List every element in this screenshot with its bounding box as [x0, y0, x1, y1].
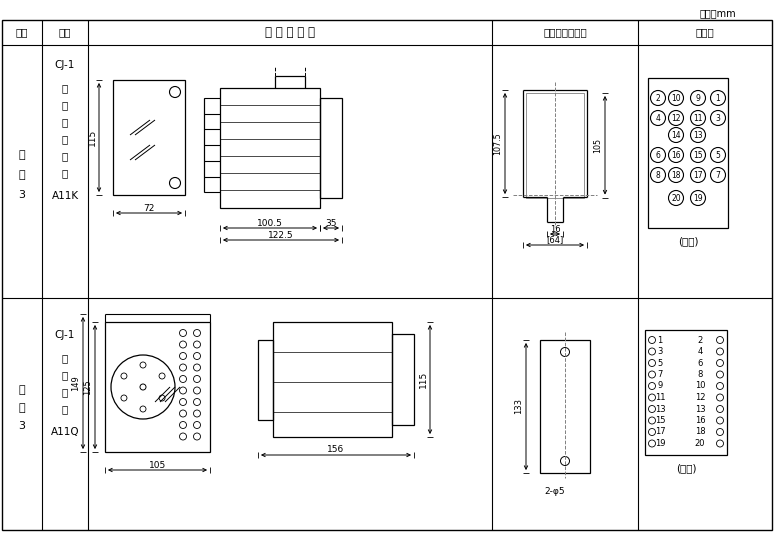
Text: 6: 6 — [697, 358, 703, 368]
Text: 72: 72 — [143, 203, 155, 212]
Text: 前: 前 — [62, 370, 68, 380]
Text: 18: 18 — [671, 171, 681, 180]
Text: 2: 2 — [656, 94, 660, 103]
Bar — [645, 330, 727, 455]
Text: 9: 9 — [657, 381, 663, 391]
Text: 15: 15 — [655, 416, 665, 425]
Bar — [540, 340, 590, 473]
Text: 板: 板 — [62, 353, 68, 363]
Text: 12: 12 — [671, 113, 681, 123]
Text: 7: 7 — [715, 171, 721, 180]
Text: 附: 附 — [19, 385, 26, 395]
Bar — [113, 80, 185, 195]
Text: 3: 3 — [657, 347, 663, 356]
Bar — [258, 340, 273, 420]
Text: 1: 1 — [716, 94, 721, 103]
Text: 18: 18 — [695, 427, 705, 437]
Bar — [273, 322, 392, 437]
Text: 1: 1 — [657, 335, 663, 345]
Text: 端子图: 端子图 — [696, 27, 714, 37]
Text: A11Q: A11Q — [50, 427, 79, 437]
Text: 7: 7 — [657, 370, 663, 379]
Text: 115: 115 — [419, 371, 427, 388]
Text: 图: 图 — [19, 403, 26, 413]
Text: 线: 线 — [62, 404, 68, 414]
Text: 8: 8 — [656, 171, 660, 180]
Bar — [392, 334, 414, 425]
Text: 2-φ5: 2-φ5 — [545, 486, 565, 495]
Text: 接: 接 — [62, 387, 68, 397]
Text: 20: 20 — [695, 439, 705, 448]
Text: 20: 20 — [671, 194, 681, 203]
Text: 11: 11 — [694, 113, 703, 123]
Text: 附: 附 — [19, 150, 26, 160]
Text: A11K: A11K — [51, 191, 79, 201]
Text: 3: 3 — [19, 190, 26, 200]
Text: 10: 10 — [671, 94, 681, 103]
Text: 35: 35 — [325, 218, 337, 227]
Text: 3: 3 — [715, 113, 721, 123]
Text: 13: 13 — [695, 404, 705, 414]
Text: 5: 5 — [715, 150, 721, 159]
Text: 133: 133 — [515, 399, 523, 415]
Bar — [526, 93, 584, 197]
Text: (背视): (背视) — [678, 236, 698, 246]
Text: 4: 4 — [697, 347, 703, 356]
Text: 3: 3 — [19, 421, 26, 431]
Text: (前视): (前视) — [676, 463, 697, 473]
Text: 100.5: 100.5 — [257, 218, 283, 227]
Text: 单位：mm: 单位：mm — [700, 8, 737, 18]
Text: 13: 13 — [655, 404, 666, 414]
Text: 10: 10 — [695, 381, 705, 391]
Text: 115: 115 — [87, 129, 97, 146]
Text: 17: 17 — [655, 427, 666, 437]
Text: 16: 16 — [695, 416, 705, 425]
Text: 16: 16 — [671, 150, 681, 159]
Text: 14: 14 — [671, 131, 681, 140]
Text: 外 形 尺 寸 图: 外 形 尺 寸 图 — [265, 26, 315, 39]
Text: 149: 149 — [71, 375, 80, 391]
Text: 图号: 图号 — [15, 27, 28, 37]
Text: 9: 9 — [696, 94, 700, 103]
Bar — [648, 78, 728, 228]
Text: 105: 105 — [594, 137, 602, 153]
Text: 13: 13 — [694, 131, 703, 140]
Text: 图: 图 — [19, 170, 26, 180]
Text: 19: 19 — [655, 439, 665, 448]
Text: 4: 4 — [656, 113, 660, 123]
Bar — [220, 88, 320, 208]
Text: 11: 11 — [655, 393, 665, 402]
Text: 17: 17 — [694, 171, 703, 180]
Text: 后: 后 — [62, 134, 68, 144]
Text: 线: 线 — [62, 168, 68, 178]
Text: CJ-1: CJ-1 — [55, 60, 75, 70]
Text: 2: 2 — [697, 335, 703, 345]
Text: 嵌: 嵌 — [62, 83, 68, 93]
Text: 8: 8 — [697, 370, 703, 379]
Text: 122.5: 122.5 — [268, 231, 294, 240]
Text: 接: 接 — [62, 151, 68, 161]
Text: 107.5: 107.5 — [494, 132, 502, 155]
Text: 安装开孔尺寸图: 安装开孔尺寸图 — [543, 27, 587, 37]
Text: 105: 105 — [149, 461, 166, 470]
Text: 结构: 结构 — [59, 27, 71, 37]
Text: 156: 156 — [327, 446, 344, 455]
Text: 16: 16 — [550, 225, 560, 233]
Text: 6: 6 — [656, 150, 660, 159]
Text: 12: 12 — [695, 393, 705, 402]
Text: 入: 入 — [62, 100, 68, 110]
Text: 5: 5 — [657, 358, 663, 368]
Text: [64]: [64] — [546, 235, 563, 244]
Text: 125: 125 — [84, 379, 93, 395]
Text: CJ-1: CJ-1 — [55, 330, 75, 340]
Text: 式: 式 — [62, 117, 68, 127]
Text: 19: 19 — [694, 194, 703, 203]
Bar — [320, 98, 342, 198]
Bar — [105, 322, 210, 452]
Text: 15: 15 — [694, 150, 703, 159]
